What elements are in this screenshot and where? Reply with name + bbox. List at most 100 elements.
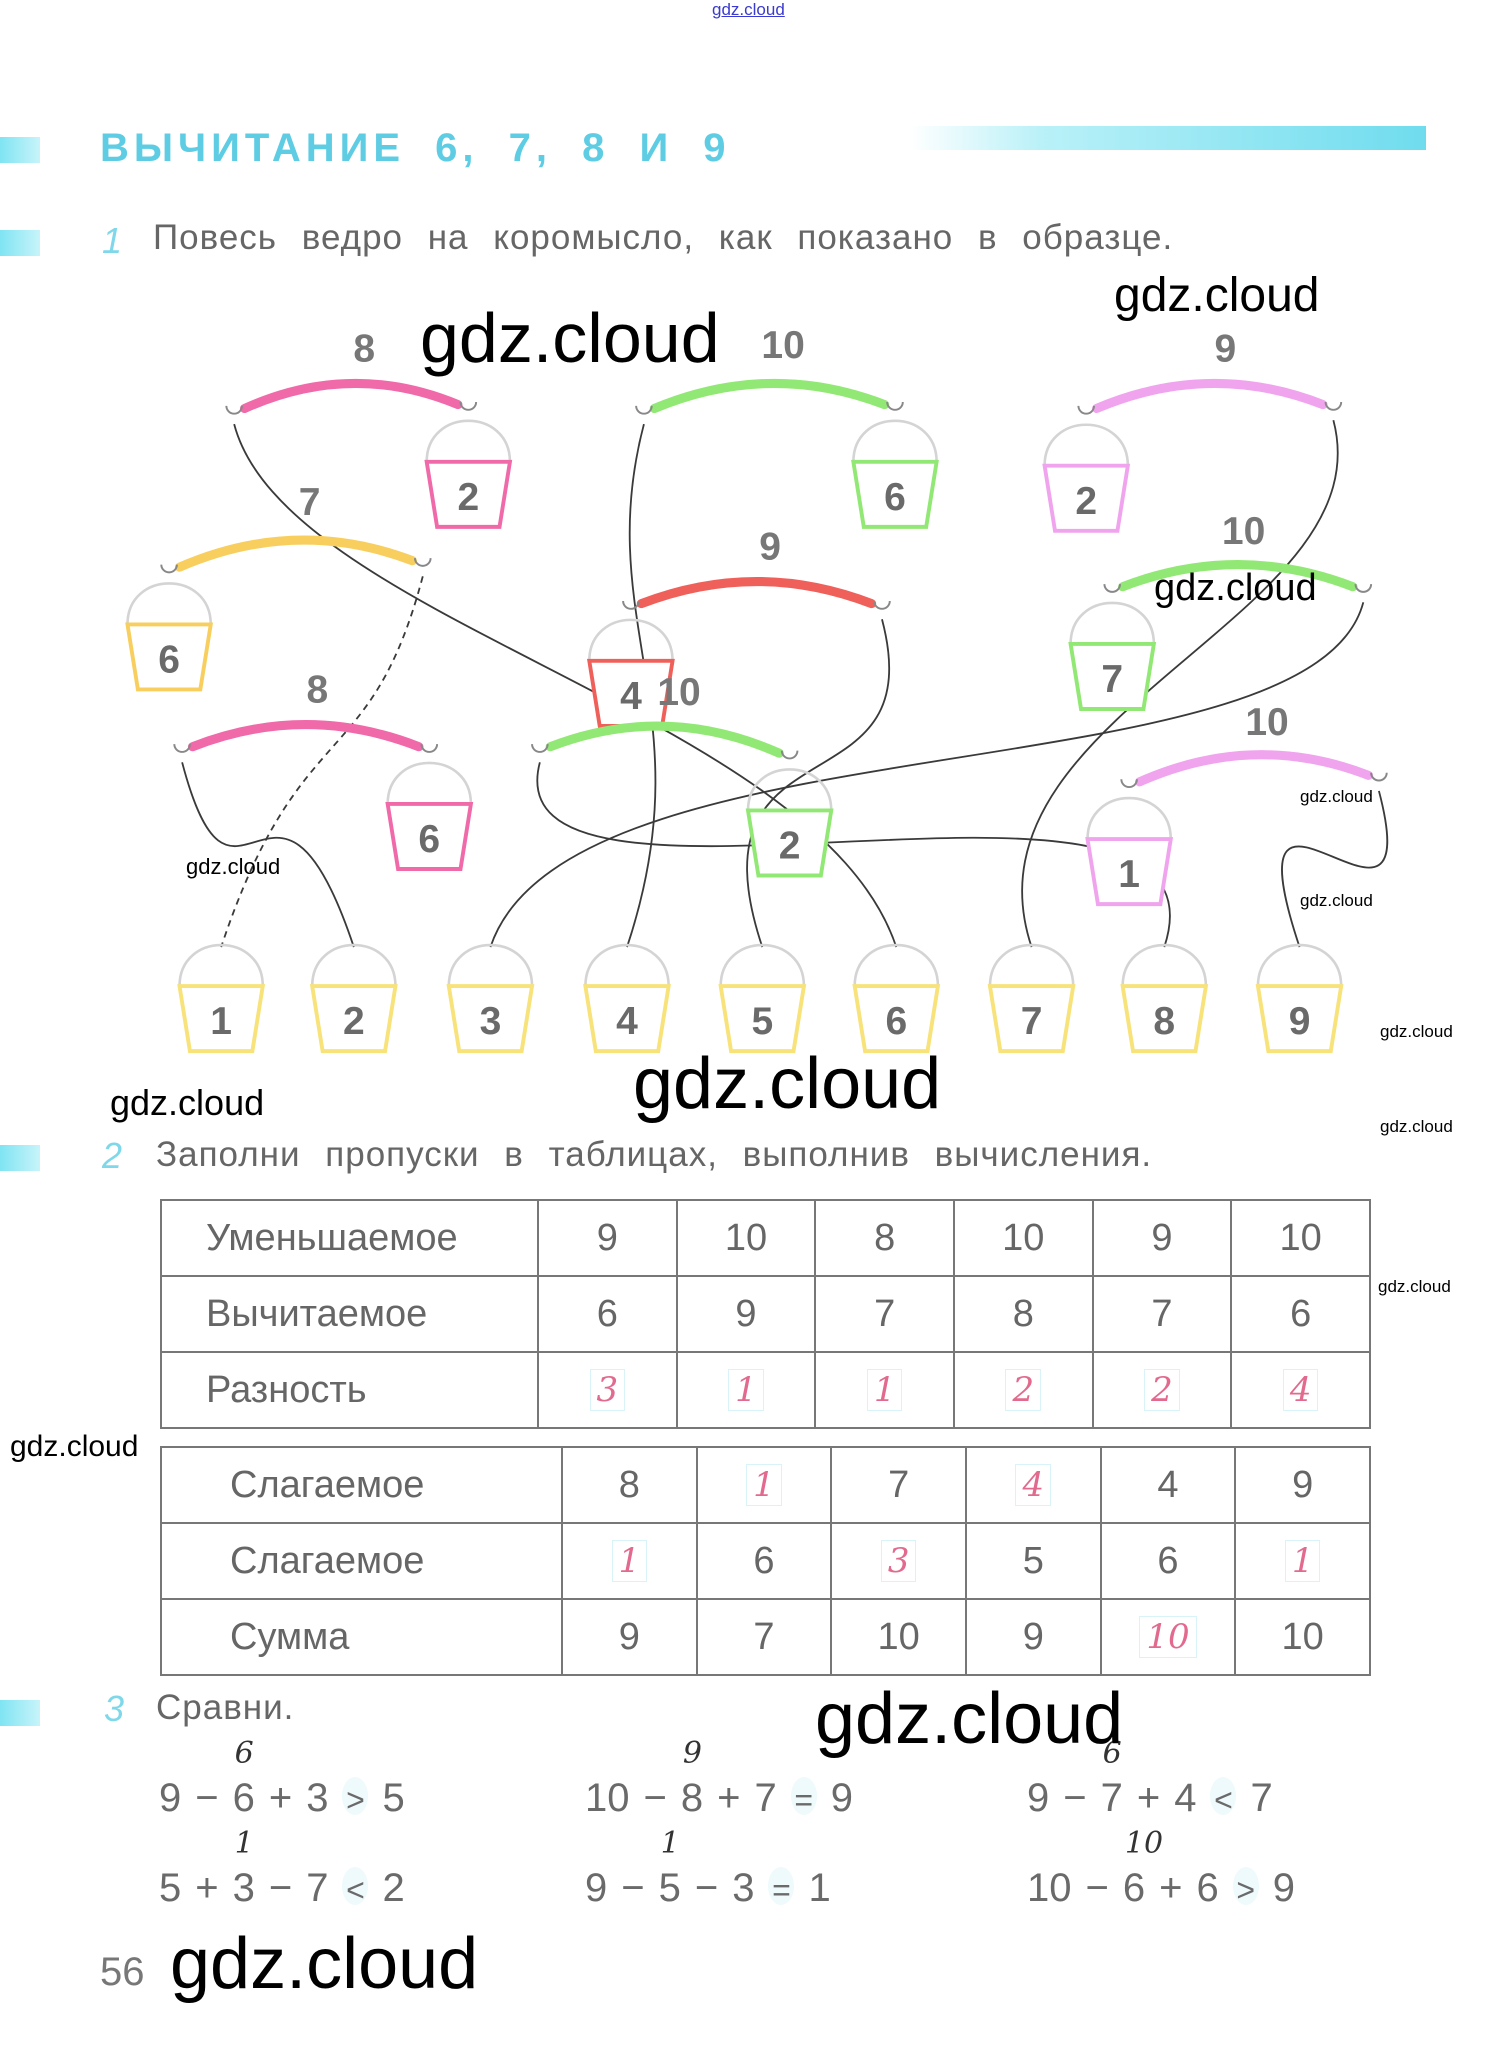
answer-bucket-handle bbox=[178, 943, 265, 987]
yoke-hook-icon bbox=[173, 743, 191, 753]
handwritten-answer: 10 bbox=[1139, 1616, 1197, 1658]
comparison-expression: 10−6 10 +6 >9 bbox=[1027, 1827, 1309, 1911]
task2-number: 2 bbox=[102, 1135, 123, 1176]
comparison-sign[interactable]: = bbox=[768, 1867, 795, 1908]
table-cell: 9 bbox=[537, 1199, 678, 1277]
yoke-bucket-handle bbox=[386, 761, 473, 804]
table-cell: 6 bbox=[1230, 1275, 1371, 1353]
handwritten-answer-cell[interactable]: 4 bbox=[1230, 1351, 1371, 1429]
watermark: gdz.cloud bbox=[420, 299, 720, 377]
yoke-bucket-body bbox=[851, 459, 939, 529]
yoke-bucket-figure: 8 2 10 6 9 2 7 6 9 4 10 7 8 6 10 2 10 1 1 2 3 4 5 6 7 8 9 bbox=[125, 324, 1389, 1054]
yoke-hook-icon bbox=[1370, 772, 1388, 782]
handwritten-answer-cell[interactable]: 2 bbox=[952, 1351, 1094, 1429]
comparison-sign[interactable]: > bbox=[1232, 1867, 1259, 1908]
table-row: Разность 3 1 1 2 2 4 bbox=[160, 1351, 1371, 1429]
row-label: Вычитаемое bbox=[160, 1275, 539, 1353]
handwritten-answer: 1 bbox=[1284, 1540, 1321, 1582]
watermark: gdz.cloud bbox=[1154, 567, 1317, 609]
connecting-line bbox=[1281, 790, 1389, 948]
task-marker bbox=[0, 1700, 40, 1726]
header-watermark[interactable]: gdz.cloud bbox=[712, 0, 785, 19]
yoke-1 bbox=[240, 378, 463, 414]
yoke-hook-icon bbox=[413, 557, 432, 567]
handwritten-answer-cell[interactable]: 1 bbox=[814, 1351, 955, 1429]
yoke-hook-icon bbox=[225, 405, 243, 415]
yoke-bucket-number: 2 bbox=[457, 476, 479, 519]
yoke-bucket-handle bbox=[425, 419, 512, 462]
answer-bucket-number: 2 bbox=[343, 1000, 365, 1043]
row-label: Слагаемое bbox=[160, 1522, 563, 1600]
yoke-hook-icon bbox=[1077, 405, 1096, 415]
table-cell: 10 bbox=[830, 1598, 967, 1676]
expression-term: 10 bbox=[1027, 1866, 1072, 1910]
answer-bucket-number: 4 bbox=[616, 1000, 638, 1043]
answer-bucket-handle bbox=[584, 943, 670, 987]
answer-bucket-number: 6 bbox=[885, 1000, 907, 1043]
comparison-sign[interactable]: > bbox=[342, 1777, 369, 1818]
watermark: gdz.cloud bbox=[815, 1679, 1124, 1759]
yoke-bucket-body bbox=[1042, 463, 1131, 533]
yoke-hook-icon bbox=[531, 743, 549, 753]
yoke-bucket-number: 7 bbox=[1101, 658, 1123, 701]
watermark: gdz.cloud bbox=[110, 1082, 265, 1123]
connecting-line bbox=[181, 762, 355, 948]
connecting-line bbox=[1021, 419, 1339, 948]
yoke-total-label: 10 bbox=[1245, 701, 1288, 744]
expression-term: 7 bbox=[754, 1776, 777, 1820]
comparison-sign[interactable]: < bbox=[1210, 1777, 1237, 1818]
answer-bucket-handle bbox=[988, 943, 1075, 987]
yoke-7 bbox=[187, 720, 424, 752]
handwritten-answer-cell[interactable]: 2 bbox=[1091, 1351, 1233, 1429]
title-decoration-bar bbox=[910, 126, 1426, 150]
yoke-bucket-handle bbox=[852, 419, 938, 462]
answer-bucket-handle bbox=[1256, 943, 1343, 987]
comparison-sign[interactable]: < bbox=[342, 1867, 369, 1908]
table-cell: 10 bbox=[1230, 1199, 1371, 1277]
answer-bucket-body bbox=[1120, 984, 1209, 1054]
yoke-5 bbox=[636, 576, 877, 609]
connecting-line bbox=[220, 576, 424, 948]
yoke-bucket-number: 6 bbox=[418, 818, 440, 861]
yoke-bucket-number: 6 bbox=[884, 476, 906, 519]
connecting-line bbox=[746, 618, 890, 948]
answer-bucket-body bbox=[718, 984, 807, 1054]
handwritten-answer: 3 bbox=[589, 1369, 626, 1411]
answer-bucket-body bbox=[852, 984, 941, 1054]
handwritten-answer-cell[interactable]: 3 bbox=[537, 1351, 678, 1429]
expression-term: 5 bbox=[159, 1866, 182, 1910]
yoke-hook-icon bbox=[160, 564, 178, 574]
answer-bucket-handle bbox=[310, 943, 397, 987]
yoke-hook-icon bbox=[780, 750, 799, 760]
yoke-total-label: 9 bbox=[1215, 328, 1237, 371]
table-cell: 6 bbox=[1099, 1522, 1237, 1600]
yoke-total-label: 10 bbox=[657, 671, 700, 714]
expression-term: 3 bbox=[306, 1776, 329, 1820]
handwritten-answer-cell[interactable]: 3 bbox=[830, 1522, 967, 1600]
handwritten-answer-cell[interactable]: 1 bbox=[695, 1446, 833, 1524]
task1-text: Повесь ведро на коромысло, как показано … bbox=[153, 218, 1174, 257]
expression-term: − bbox=[1063, 1776, 1087, 1820]
handwritten-answer-cell[interactable]: 1 bbox=[1234, 1522, 1371, 1600]
yoke-hook-icon bbox=[1120, 779, 1138, 788]
comparison-expression: 10−8 9 +7 = 9 bbox=[585, 1736, 867, 1821]
yoke-bucket-number: 6 bbox=[158, 639, 180, 682]
expression-term: + bbox=[195, 1866, 219, 1910]
yoke-hook-icon bbox=[886, 401, 904, 411]
table-cell: 7 bbox=[1091, 1275, 1233, 1353]
handwritten-answer-cell[interactable]: 1 bbox=[561, 1522, 698, 1600]
table-cell: 7 bbox=[830, 1446, 967, 1524]
yoke-hook-icon bbox=[1103, 583, 1122, 593]
handwritten-answer-cell[interactable]: 1 bbox=[675, 1351, 817, 1429]
comparison-sign[interactable]: = bbox=[790, 1777, 817, 1818]
expression-term: 10 bbox=[585, 1776, 630, 1820]
yoke-8 bbox=[545, 721, 784, 758]
row-label: Уменьшаемое bbox=[160, 1199, 539, 1277]
handwritten-answer-cell[interactable]: 4 bbox=[964, 1446, 1102, 1524]
expression-term: − bbox=[195, 1776, 219, 1820]
table-row: Сумма 9 7 10 9 10 10 bbox=[160, 1598, 1371, 1676]
yoke-hook-icon bbox=[622, 600, 640, 610]
handwritten-answer-cell[interactable]: 10 bbox=[1099, 1598, 1237, 1676]
